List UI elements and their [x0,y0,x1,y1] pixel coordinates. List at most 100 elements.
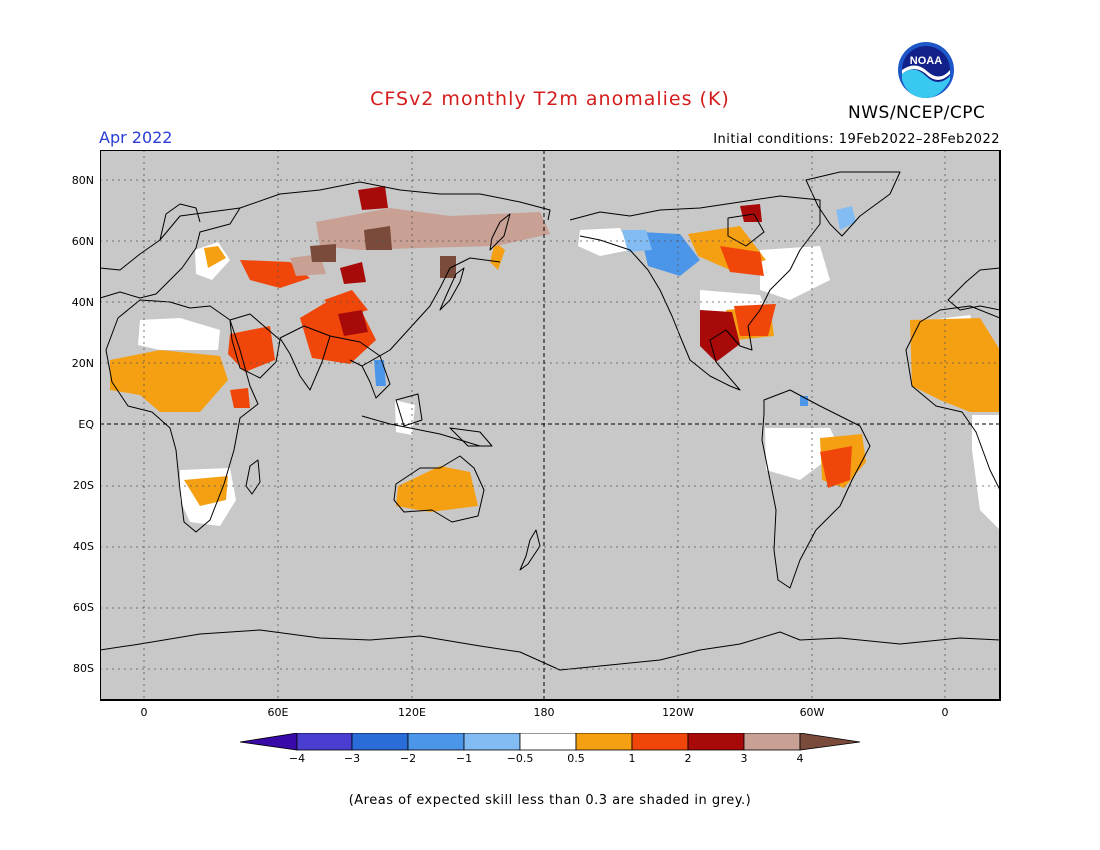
patch-darkred-mexico [700,310,740,362]
map-title: CFSv2 monthly T2m anomalies (K) [370,88,730,110]
skill-footnote: (Areas of expected skill less than 0.3 a… [348,793,752,808]
agency-label: NWS/NCEP/CPC [848,103,986,123]
anomaly-patches [110,186,1000,530]
coast-namerica [569,195,821,391]
patch-orange-australia [396,466,478,512]
patch-orange-wafrica-right [910,318,1000,412]
coast-japan [439,267,465,311]
lon-label-120w: 120W [662,706,694,719]
colorbar-tick: −4 [288,752,306,765]
lon-label-180: 180 [533,706,555,719]
patch-red-seus [734,304,776,336]
lon-label-0-right: 0 [941,706,949,719]
lat-label-60n: 60N [71,235,94,248]
colorbar-tick: 4 [796,752,804,765]
coast-australia [393,455,485,523]
patch-red-brazil [820,446,852,488]
colorbar-cell-3-2 [351,733,409,751]
noaa-logo-text: NOAA [910,55,942,67]
patch-orange-europe [204,246,226,268]
coast-europe-right [947,267,1000,311]
coast-china [361,257,501,367]
graticule [100,150,1000,700]
lat-label-eq: EQ [78,418,94,431]
coast-seasia [329,335,391,399]
colorbar-tick: −1 [455,752,473,765]
patch-orange-safrica [184,476,228,506]
coast-africa-right [905,305,1000,491]
colorbar-tick: −3 [343,752,361,765]
anomaly-map [100,150,1001,701]
colorbar-tick: 3 [740,752,748,765]
colorbar-cell-neutral [519,733,577,751]
patch-white-canada [760,246,830,300]
colorbar-cell-gt-4 [799,733,861,751]
patch-brown-siberia-b [310,244,336,262]
patch-white-wafrica-right [972,415,1000,530]
coast-asia-north [239,181,551,221]
reference-lines [100,150,1000,700]
patch-red-afr-horn [230,388,250,408]
patch-red-caspian [240,260,310,288]
patch-red-canada [720,246,764,276]
coast-newguinea [449,427,493,447]
initial-conditions: Initial conditions: 19Feb2022–28Feb2022 [713,132,1000,147]
colorbar-cell-4-3 [296,733,353,751]
coast-europe [100,207,241,299]
patch-brown-esiberia [440,256,456,278]
lat-label-20s: 20S [73,479,94,492]
coast-borneo [395,393,423,427]
patch-white-nafrica [138,318,220,350]
patch-darkred-tibet [338,310,368,336]
patch-lblue-greenland [836,206,856,230]
patch-red-arabia [228,326,275,372]
patch-lblue-wcanada [640,232,700,276]
colorbar-tick: 1 [628,752,636,765]
coast-nz [519,529,541,571]
noaa-logo-icon: NOAA [898,42,954,98]
patch-orange-alaska [490,242,505,270]
lat-label-80n: 80N [71,174,94,187]
lon-label-0: 0 [140,706,148,719]
coast-scandinavia [159,203,201,241]
patch-darkred-siberia [358,186,388,210]
map-frame [100,150,1001,701]
coast-india [279,325,331,391]
lat-label-60s: 60S [73,601,94,614]
colorbar-tick: 2 [684,752,692,765]
coastlines [100,171,1000,671]
lat-label-20n: 20N [71,357,94,370]
colorbar-cell-2-1 [407,733,465,751]
lon-label-60e: 60E [267,706,289,719]
coast-arabia [229,313,281,379]
patch-orange-sahel [110,350,228,412]
patch-brown-siberia-a [364,226,392,250]
colorbar-cell-05-1 [575,733,633,751]
coast-antarctica [100,629,1000,671]
patch-llblue-wcanada [622,230,652,252]
coast-greenland [805,171,901,237]
lat-label-40s: 40S [73,540,94,553]
colorbar-cell-3-4 [743,733,801,751]
colorbar-cell-2-3 [687,733,745,751]
colorbar-tick: −2 [399,752,417,765]
forecast-month: Apr 2022 [99,128,173,147]
colorbar-cell-lt-4 [240,733,298,751]
colorbar-tick: 0.5 [567,752,585,765]
patch-darkred-mongolia [340,262,366,284]
lon-label-60w: 60W [799,706,825,719]
coast-kamchatka [489,213,511,251]
colorbar-cell-1-05 [463,733,521,751]
coast-samerica [761,389,871,589]
lat-label-40n: 40N [71,296,94,309]
colorbar [240,733,861,751]
colorbar-tick: −0.5 [506,752,534,765]
coast-madagascar [245,459,261,495]
lon-label-120e: 120E [398,706,426,719]
map-background [100,150,1000,700]
patch-white-alaska [578,228,630,256]
lat-label-80s: 80S [73,662,94,675]
coast-hudson [727,213,765,247]
colorbar-cell-1-2 [631,733,689,751]
patch-lblue-indochina [374,360,386,386]
